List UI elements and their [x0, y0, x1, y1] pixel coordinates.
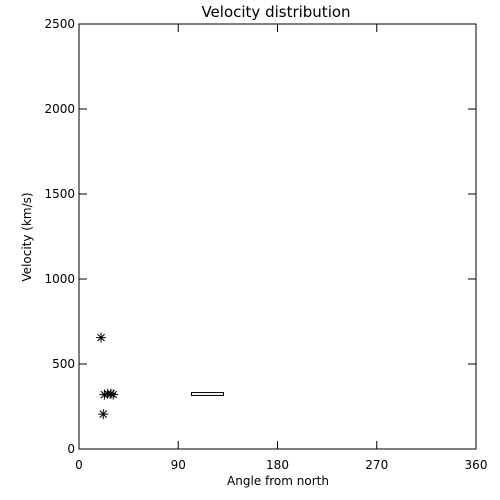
data-range-bar [190, 392, 224, 396]
y-axis-ticks: 0 500 1000 1500 2000 2500 [44, 17, 476, 456]
chart-title: Velocity distribution [201, 3, 350, 21]
y-tick-label: 500 [52, 357, 75, 371]
y-tick-label: 1000 [44, 272, 75, 286]
data-point-asterisk [98, 409, 109, 420]
plot-frame [78, 23, 477, 450]
x-tick-label: 0 [75, 458, 83, 472]
x-tick-label: 180 [266, 458, 289, 472]
x-tick-label: 90 [171, 458, 186, 472]
y-tick-label: 2500 [44, 17, 75, 31]
data-marks [96, 332, 224, 420]
x-axis-ticks: 0 90 180 270 360 [75, 24, 487, 472]
y-tick-label: 1500 [44, 187, 75, 201]
y-tick-label: 2000 [44, 102, 75, 116]
data-point-asterisk [96, 332, 107, 343]
x-tick-label: 360 [465, 458, 488, 472]
data-point-asterisk [108, 389, 119, 400]
x-axis-label: Angle from north [227, 474, 329, 488]
y-tick-label: 0 [67, 442, 75, 456]
x-tick-label: 270 [365, 458, 388, 472]
y-axis-label: Velocity (km/s) [20, 192, 34, 281]
